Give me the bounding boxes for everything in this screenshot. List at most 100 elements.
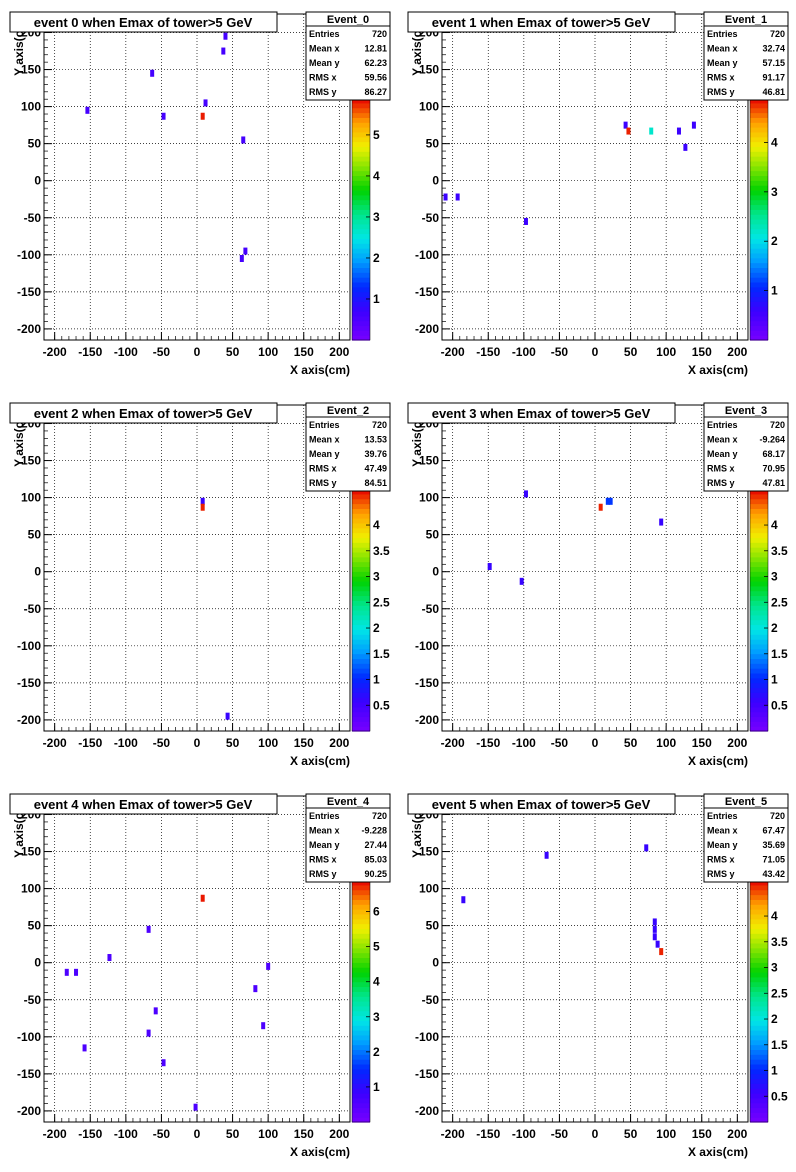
stats-label: Mean x [707,44,738,54]
palette-tick-label: 3.5 [771,544,788,558]
title-box [407,11,676,33]
y-tick-label: 100 [419,882,439,896]
palette-segment [750,721,768,727]
palette-segment [352,146,370,152]
palette-segment [352,503,370,509]
data-cell [605,497,610,505]
x-tick-label: 200 [329,345,349,359]
stats-label: RMS y [707,869,735,879]
palette-tick-label: 1 [373,673,380,687]
stats-label: RMS y [707,87,735,97]
palette-segment [750,976,768,983]
palette-segment [750,532,768,538]
palette-segment [750,315,768,322]
palette-segment [750,716,768,722]
palette-segment [750,1112,768,1118]
palette-segment [750,1078,768,1084]
x-axis-label: X axis(cm) [688,754,748,768]
data-cell [598,503,603,511]
stats-value: 32.74 [762,44,785,54]
y-tick-label: 0 [34,565,41,579]
y-tick-label: 0 [432,174,439,188]
palette-segment [352,1001,370,1007]
stats-label: Entries [309,811,340,821]
y-tick-label: -200 [415,1104,439,1118]
palette-segment [352,585,370,592]
data-cell [652,925,657,933]
palette-segment [352,513,370,519]
palette-segment [750,726,768,732]
palette-segment [352,1073,370,1080]
stats-value: 720 [372,811,387,821]
palette-segment [352,682,370,689]
stats-value: 90.25 [364,869,387,879]
palette-segment [750,296,768,302]
x-tick-label: -50 [551,345,569,359]
palette-segment [352,942,370,949]
y-tick-label: 50 [28,528,42,542]
palette-segment [352,156,370,162]
palette-segment [750,909,768,915]
x-tick-label: 0 [592,345,599,359]
palette-segment [750,518,768,524]
palette-segment [352,175,370,181]
palette-segment [750,547,768,553]
palette-segment [750,527,768,534]
data-cell [655,940,660,948]
panel-event-3: -200 -150 -100 -50 0 50 100 150 200-200-150-100-… [407,402,789,768]
title-box [9,793,278,815]
palette-segment [750,996,768,1002]
stats-value: 720 [770,420,785,430]
palette-segment [352,170,370,177]
stats-value: -9.264 [759,435,785,445]
stats-label: RMS x [309,855,337,865]
palette-segment [750,672,768,679]
palette-segment [750,286,768,293]
palette-segment [750,209,768,215]
palette-tick-label: 1 [373,292,380,306]
x-tick-label: -100 [114,345,138,359]
stats-box [703,402,789,492]
data-cell [64,968,69,976]
palette-segment [352,880,370,886]
stats-label: Mean x [707,826,738,836]
x-tick-label: -50 [551,736,569,750]
palette-segment [750,629,768,635]
plot-title: event 1 when Emax of tower>5 GeV [432,15,651,30]
palette-tick-label: 4 [771,135,778,149]
stats-value: 67.47 [762,826,785,836]
palette-segment [750,706,768,713]
palette-segment [750,214,768,220]
palette-segment [750,610,768,616]
palette-tick-label: 1 [771,284,778,298]
data-cell [146,925,151,933]
palette-segment [352,1044,370,1050]
data-cell [455,193,460,201]
palette-segment [352,325,370,331]
data-cell [623,121,628,129]
palette-segment [352,1030,370,1036]
palette-tick-label: 4 [373,518,380,532]
palette-segment [750,508,768,514]
x-tick-label: -100 [512,345,536,359]
data-cell [644,844,649,852]
palette-segment [352,981,370,988]
y-tick-label: 150 [419,63,439,77]
palette-segment [750,1117,768,1123]
y-tick-label: -100 [17,1030,41,1044]
palette-segment [352,1015,370,1021]
palette-segment [352,614,370,621]
palette-segment [750,663,768,669]
palette-segment [750,498,768,505]
plot-title: event 3 when Emax of tower>5 GeV [432,406,651,421]
palette-segment [750,248,768,254]
panel-event-2: -200 -150 -100 -50 0 50 100 150 200-200-150-100-… [9,402,391,768]
palette-segment [750,1107,768,1113]
palette-segment [352,1049,370,1055]
palette-segment [750,136,768,143]
palette-segment [352,296,370,302]
data-cell [461,896,466,904]
stats-label: Mean y [707,449,738,459]
x-tick-label: -200 [43,736,67,750]
palette-segment [352,281,370,288]
